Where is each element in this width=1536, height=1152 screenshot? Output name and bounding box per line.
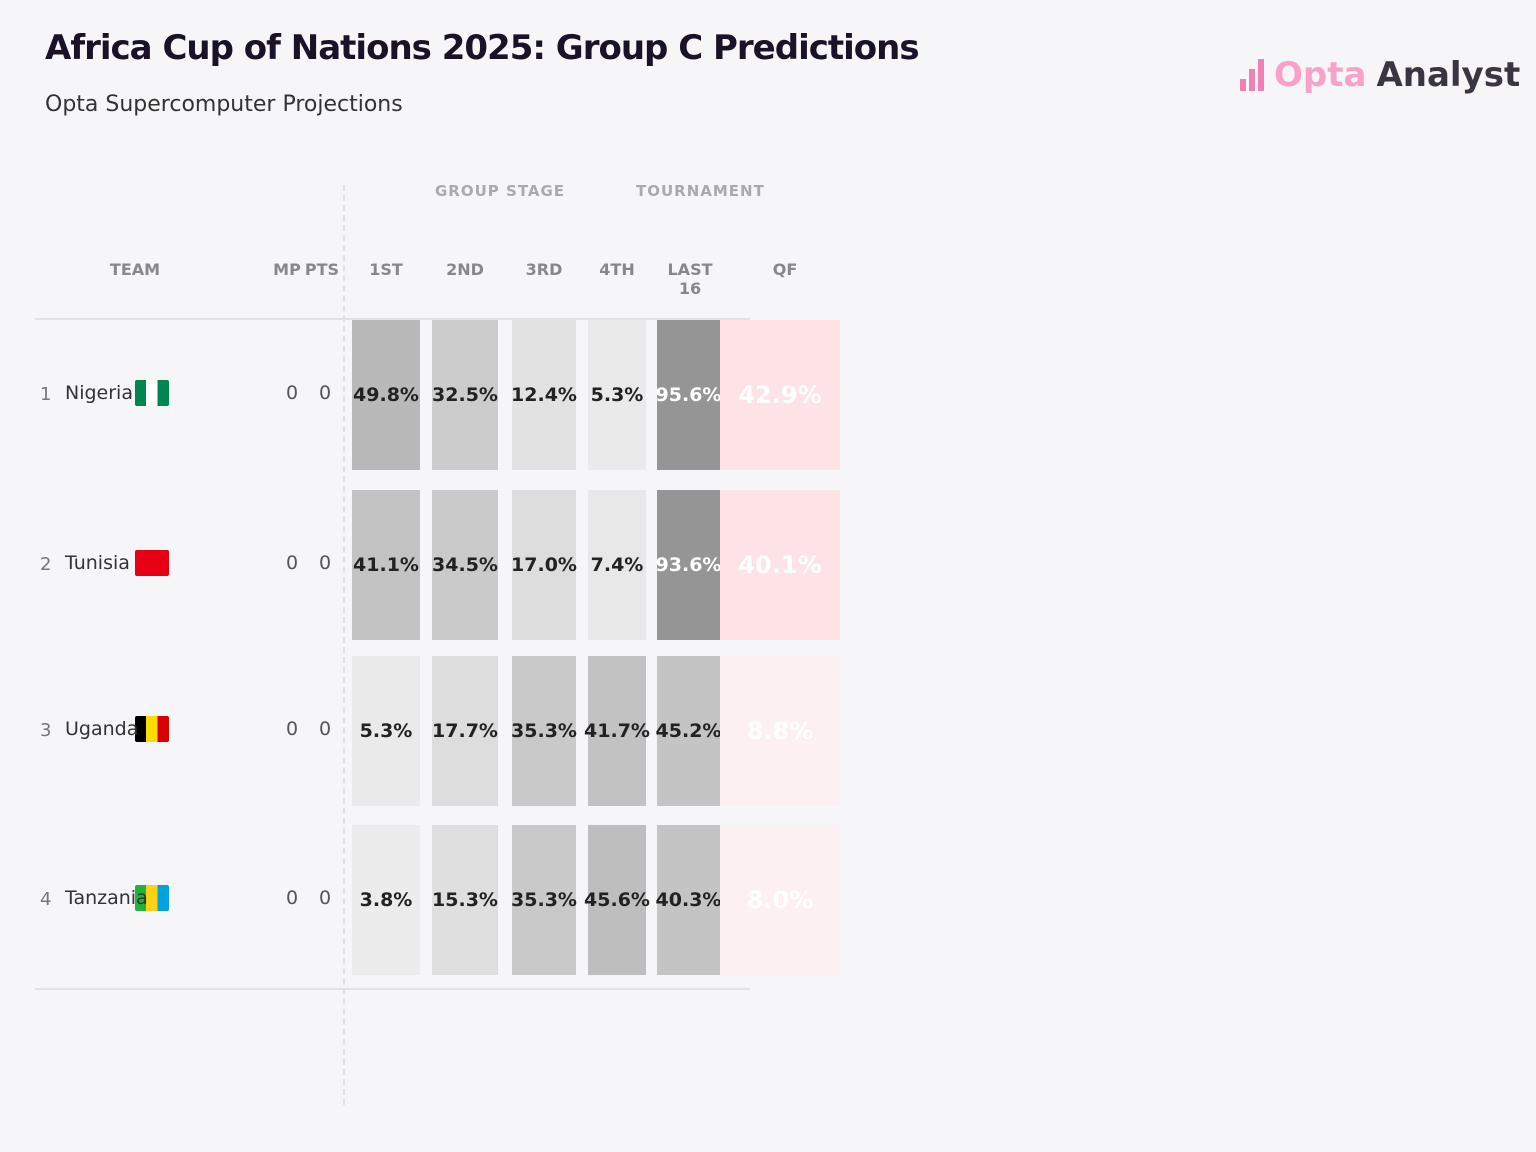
points: 0 [318,552,332,574]
cell-first: 5.3% [352,656,420,806]
cell-qf: 42.9% [720,320,840,470]
cell-third: 35.3% [511,825,577,975]
flag-icon [135,885,169,911]
cell-last16: 95.6% [656,320,721,470]
page-subtitle: Opta Supercomputer Projections [45,92,403,117]
logo-opta: Opta [1274,55,1367,95]
cell-fourth: 45.6% [584,825,650,975]
matches-played: 0 [285,382,299,404]
team-name: Tanzania [65,887,148,909]
matches-played: 0 [285,718,299,740]
col-header-last16: LAST 16 [667,260,713,298]
divider [343,185,345,1105]
points: 0 [318,887,332,909]
cell-fourth: 5.3% [588,320,646,470]
flag-icon [135,380,169,406]
flag-icon [135,550,169,576]
col-header-4th: 4TH [599,260,635,279]
logo-bars-icon [1240,59,1264,91]
cell-fourth: 7.4% [588,490,646,640]
col-header-1st: 1ST [369,260,403,279]
cell-last16: 45.2% [656,656,721,806]
team-name: Uganda [65,718,139,740]
col-header-team: TEAM [109,260,161,279]
table-row: 1 Nigeria 0 0 49.8% 32.5% 12.4% 5.3% 95.6% 42.… [0,320,840,470]
group-header-tournament: TOURNAMENT [636,182,765,200]
cell-qf: 8.8% [720,656,840,806]
cell-second: 34.5% [432,490,498,640]
cell-last16: 93.6% [656,490,721,640]
cell-fourth: 41.7% [584,656,650,806]
table-row: 3 Uganda 0 0 5.3% 17.7% 35.3% 41.7% 45.2% 8.8% [0,656,840,806]
cell-qf: 8.0% [720,825,840,975]
team-name: Nigeria [65,382,133,404]
flag-icon [135,716,169,742]
rank: 4 [40,889,52,910]
table-row: 2 Tunisia 0 0 41.1% 34.5% 17.0% 7.4% 93.6% 40.… [0,490,840,640]
table-row: 4 Tanzania 0 0 3.8% 15.3% 35.3% 45.6% 40.3% 8.… [0,825,840,975]
col-header-mp: MP [273,260,301,279]
cell-third: 17.0% [511,490,577,640]
cell-third: 35.3% [511,656,577,806]
opta-analyst-logo: Opta Analyst [1240,55,1520,95]
logo-analyst: Analyst [1376,55,1521,95]
matches-played: 0 [285,552,299,574]
points: 0 [318,382,332,404]
cell-last16: 40.3% [656,825,721,975]
group-header-group-stage: GROUP STAGE [435,182,566,200]
cell-first: 41.1% [352,490,420,640]
rank: 3 [40,720,52,741]
table-bottom-divider [35,988,750,990]
cell-qf: 40.1% [720,490,840,640]
rank: 2 [40,554,52,575]
col-header-3rd: 3RD [525,260,563,279]
header-divider [35,318,750,320]
col-header-2nd: 2ND [446,260,484,279]
points: 0 [318,718,332,740]
col-header-qf: QF [772,260,798,279]
col-header-pts: PTS [304,260,340,279]
cell-first: 49.8% [352,320,420,470]
cell-second: 32.5% [432,320,498,470]
rank: 1 [40,384,52,405]
cell-second: 17.7% [432,656,498,806]
cell-first: 3.8% [352,825,420,975]
cell-third: 12.4% [511,320,577,470]
page-title: Africa Cup of Nations 2025: Group C Pred… [45,28,920,68]
matches-played: 0 [285,887,299,909]
cell-second: 15.3% [432,825,498,975]
team-name: Tunisia [65,552,130,574]
